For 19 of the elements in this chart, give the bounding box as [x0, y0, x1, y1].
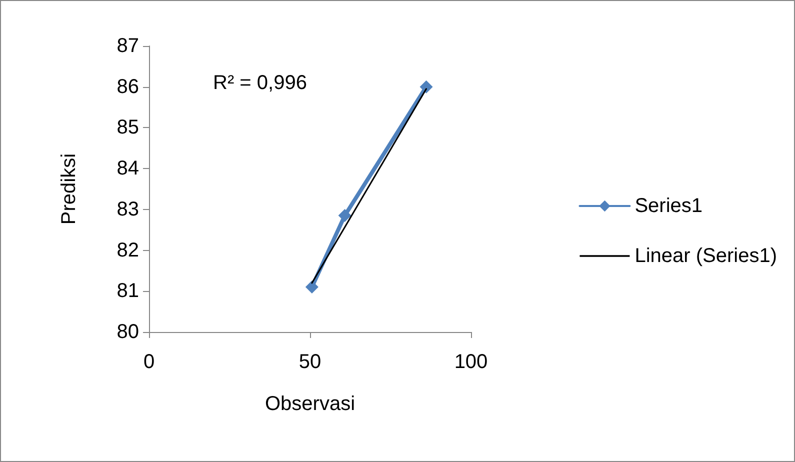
y-tick-label: 86	[116, 76, 139, 98]
legend-label: Linear (Series1)	[634, 245, 778, 267]
x-axis-title: Observasi	[264, 393, 356, 415]
x-tick-label: 50	[298, 351, 322, 373]
y-tick-label: 80	[116, 321, 139, 343]
y-tick-label: 82	[116, 239, 139, 262]
y-tick-label: 84	[116, 158, 139, 180]
y-tick-label: 83	[116, 198, 139, 220]
x-tick-label: 0	[143, 351, 155, 373]
x-tick-label: 100	[454, 351, 488, 373]
y-tick-label: 87	[116, 35, 139, 57]
legend-label: Series1	[634, 195, 703, 217]
point	[338, 209, 352, 222]
point	[420, 80, 433, 94]
y-tick-label: 81	[116, 280, 139, 302]
annotation: R² = 0,996	[213, 72, 307, 94]
y-axis-title: Prediksi	[58, 153, 80, 225]
y-tick-label: 85	[116, 116, 139, 139]
point	[305, 280, 318, 294]
